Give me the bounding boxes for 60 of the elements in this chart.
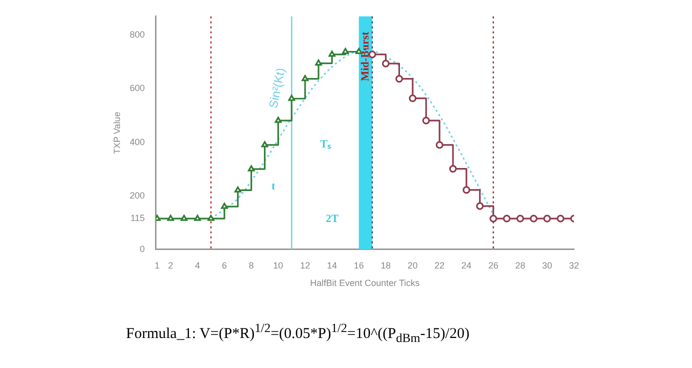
point [274,116,282,123]
y-tick-label: 0 [140,244,145,254]
point [328,50,336,57]
point [476,202,484,210]
point [462,186,470,194]
annotation: 2T [326,213,340,226]
y-axis-title: TXP Value [112,112,122,154]
x-tick-label: 8 [248,260,254,270]
x-tick-label: 14 [326,260,337,270]
y-tick-label: 400 [130,136,145,147]
y-tick-label: 200 [130,190,145,200]
x-tick-label: 4 [194,260,200,270]
point [556,214,564,222]
x-tick-label: 28 [515,260,526,270]
x-tick-label: 2 [168,260,174,270]
point [220,202,228,209]
x-tick-label: 24 [461,260,472,270]
point [261,141,268,148]
point [302,75,308,82]
x-tick-label: 32 [568,260,580,270]
point [395,75,403,83]
point [449,164,457,173]
y-tick-label: 800 [130,30,145,40]
point [422,116,430,124]
point [288,94,296,101]
text: Formula_1: V=(P*R)$^{1/2}$=(0.05*P)$^{1/2}$=10^((P$_{dBm}$-15)/20) [126,321,470,346]
y-tick-label: 600 [130,83,145,94]
point [490,214,498,222]
y-tick-label: 115 [130,213,145,224]
point [502,214,511,222]
point [315,59,322,66]
point [516,214,524,222]
x-tick-label: 16 [354,260,364,270]
point [543,214,551,222]
band-label: Mid-Burst [359,31,372,82]
point [382,60,390,68]
point [167,214,174,221]
x-tick-label: 20 [408,260,418,270]
point [408,94,416,102]
x-tick-label: 12 [300,260,310,270]
x-tick-label: 6 [222,260,227,270]
point [234,186,242,193]
x-tick-label: 22 [434,260,445,270]
x-tick-label: 1 [154,260,160,270]
point [208,214,214,221]
annotation: t [271,180,276,192]
point [180,214,188,221]
point [248,165,255,172]
point [342,48,349,54]
x-tick-label: 18 [380,260,391,270]
point [194,214,201,221]
point [436,141,444,149]
x-tick-label: 26 [488,260,498,270]
x-axis-title: HalfBit Event Counter Ticks [310,278,420,288]
point [530,214,538,222]
x-tick-label: 10 [273,260,284,270]
annotation: Tₛ [320,138,332,150]
point [368,50,376,58]
x-tick-label: 30 [542,260,552,270]
text: Sin²(Kt) [266,66,288,110]
